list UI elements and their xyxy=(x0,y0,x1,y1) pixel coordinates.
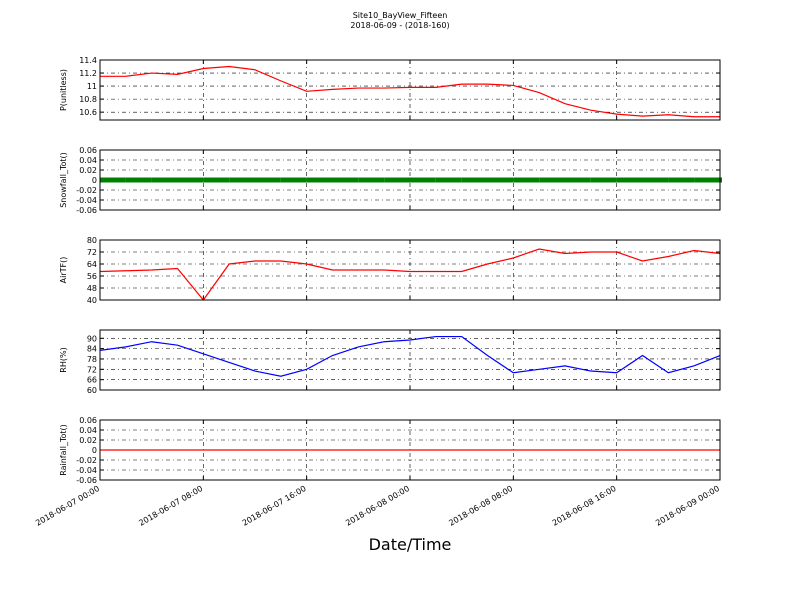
y-tick-label: -0.02 xyxy=(76,186,97,195)
marker xyxy=(255,177,281,183)
marker xyxy=(306,177,333,183)
marker xyxy=(668,177,695,183)
y-axis-label: Snowfall_Tot() xyxy=(59,152,68,208)
marker xyxy=(720,177,722,183)
data-line xyxy=(100,65,720,118)
marker xyxy=(332,177,359,183)
y-tick-label: 64 xyxy=(87,260,97,269)
y-tick-label: 56 xyxy=(87,272,97,281)
y-tick-label: 0.02 xyxy=(79,436,97,445)
axes-frame xyxy=(99,329,721,391)
axes-frame xyxy=(99,239,721,301)
marker xyxy=(177,177,204,183)
y-axis-label: RH(%) xyxy=(59,347,68,372)
marker xyxy=(151,177,178,183)
y-tick-label: 80 xyxy=(87,236,97,245)
y-tick-label: 11.2 xyxy=(79,69,97,78)
y-tick-label: 60 xyxy=(87,386,97,395)
marker xyxy=(694,177,720,183)
y-tick-label: 10.6 xyxy=(79,108,97,117)
x-axis-label: Date/Time xyxy=(369,535,452,554)
y-tick-label: 48 xyxy=(87,284,97,293)
marker xyxy=(487,177,514,183)
figure-subtitle: 2018-06-09 - (2018-160) xyxy=(350,21,449,30)
y-tick-label: 0.04 xyxy=(79,426,97,435)
subplot: 10.6 10.8 11 11.2 11.4 P(unitless) xyxy=(59,56,721,121)
y-tick-label: 0.06 xyxy=(79,146,97,155)
marker xyxy=(410,177,436,183)
marker xyxy=(384,177,410,183)
y-tick-label: 0 xyxy=(92,176,97,185)
marker xyxy=(100,177,126,183)
marker xyxy=(616,177,643,183)
axes-frame xyxy=(99,419,721,481)
marker xyxy=(642,177,669,183)
y-tick-label: -0.04 xyxy=(76,466,97,475)
marker xyxy=(590,177,617,183)
y-axis-label: AirTF() xyxy=(59,257,68,284)
y-tick-label: 0 xyxy=(92,446,97,455)
y-tick-label: -0.04 xyxy=(76,196,97,205)
y-tick-label: 90 xyxy=(87,334,97,343)
y-tick-label: 78 xyxy=(87,355,97,364)
y-axis-label: Rainfall_Tot() xyxy=(59,424,68,476)
y-tick-label: -0.06 xyxy=(76,206,97,215)
marker xyxy=(125,177,152,183)
figure-title: Site10_BayView_Fifteen xyxy=(353,11,448,20)
marker xyxy=(461,177,488,183)
y-tick-label: 0.04 xyxy=(79,156,97,165)
y-tick-label: 72 xyxy=(87,248,97,257)
y-tick-label: -0.02 xyxy=(76,456,97,465)
marker xyxy=(358,177,385,183)
y-tick-label: 72 xyxy=(87,365,97,374)
y-tick-label: 40 xyxy=(87,296,97,305)
subplot: 40 48 56 64 72 80 AirTF() xyxy=(59,236,721,305)
y-tick-label: 11 xyxy=(87,82,97,91)
marker xyxy=(229,177,255,183)
marker xyxy=(565,177,591,183)
y-tick-label: 66 xyxy=(87,376,97,385)
marker xyxy=(539,177,565,183)
marker xyxy=(280,177,307,183)
y-tick-label: 84 xyxy=(87,345,97,354)
marker xyxy=(513,177,540,183)
y-axis-label: P(unitless) xyxy=(59,69,68,111)
y-tick-label: -0.06 xyxy=(76,476,97,485)
y-tick-label: 11.4 xyxy=(79,56,97,65)
marker xyxy=(203,177,230,183)
marker xyxy=(435,177,462,183)
axes-frame xyxy=(99,149,721,211)
y-tick-label: 0.06 xyxy=(79,416,97,425)
data-line xyxy=(99,335,721,377)
y-tick-label: 0.02 xyxy=(79,166,97,175)
axes-frame xyxy=(99,59,721,121)
y-tick-label: 10.8 xyxy=(79,95,97,104)
